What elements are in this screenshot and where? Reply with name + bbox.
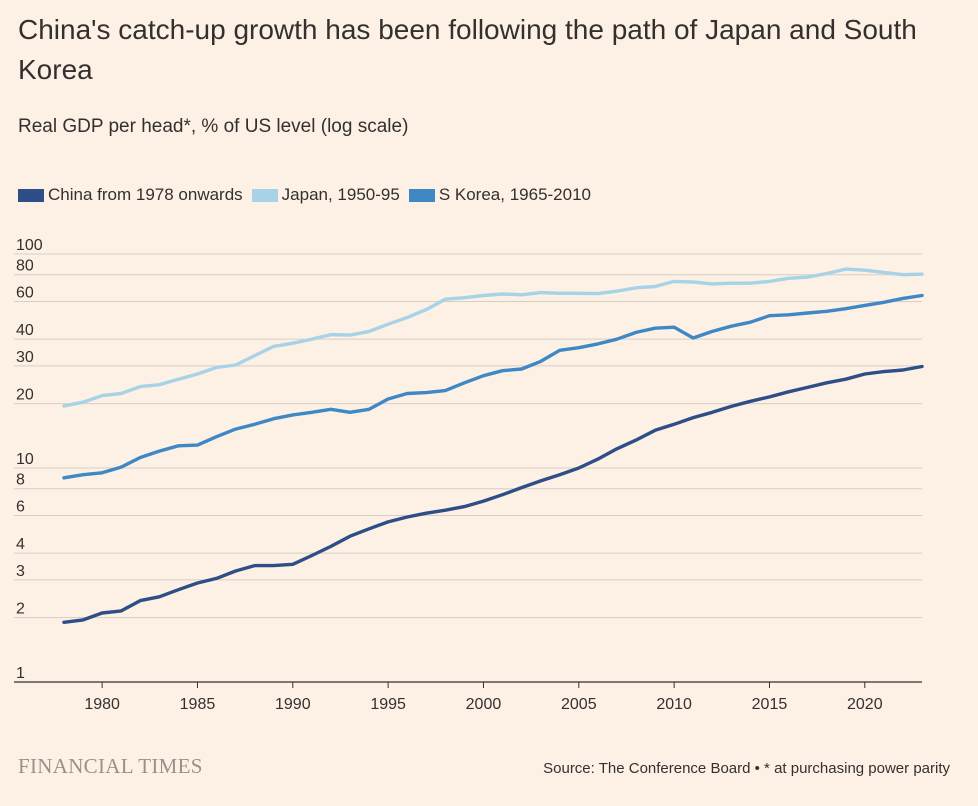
- y-tick-label-40: 40: [16, 322, 34, 339]
- y-tick-label-1: 1: [16, 665, 25, 682]
- x-tick-label-2005: 2005: [561, 696, 597, 713]
- legend-item-korea: S Korea, 1965-2010: [408, 185, 591, 205]
- legend-label-japan: Japan, 1950-95: [281, 185, 400, 204]
- y-tick-label-3: 3: [16, 563, 25, 580]
- chart-subtitle: Real GDP per head*, % of US level (log s…: [18, 116, 409, 137]
- y-tick-label-100: 100: [16, 237, 43, 254]
- x-tick-label-2015: 2015: [752, 696, 788, 713]
- y-axis-ticks: 1 2 3 4 6 8 10 20 30 40 60 80 100: [16, 237, 43, 682]
- legend-label-korea: S Korea, 1965-2010: [438, 185, 591, 204]
- y-tick-label-10: 10: [16, 451, 34, 468]
- source-note: Source: The Conference Board • * at purc…: [543, 760, 950, 777]
- x-tick-label-1980: 1980: [84, 696, 120, 713]
- y-tick-label-4: 4: [16, 536, 25, 553]
- x-axis-ticks: 1980 1985 1990 1995 2000 2005 2010 2015 2020: [84, 682, 883, 713]
- legend-label-china: China from 1978 onwards: [48, 185, 243, 204]
- x-tick-label-2010: 2010: [656, 696, 692, 713]
- y-tick-label-80: 80: [16, 258, 34, 275]
- series-line-china: [62, 364, 924, 624]
- legend-swatch-china: [18, 188, 44, 202]
- x-tick-label-1995: 1995: [370, 696, 406, 713]
- y-tick-label-30: 30: [16, 349, 34, 366]
- line-chart: 1 2 3 4 6 8 10 20 30 40 60 80 100 1980 1985 1990 1995 20…: [14, 237, 924, 713]
- legend-item-japan: Japan, 1950-95: [251, 185, 400, 205]
- series-line-korea: [62, 293, 924, 480]
- series-lines: [62, 267, 924, 624]
- legend-swatch-japan: [251, 188, 278, 202]
- legend: China from 1978 onwards Japan, 1950-95 S…: [18, 183, 600, 207]
- x-tick-label-2020: 2020: [847, 696, 883, 713]
- gridlines: [14, 253, 922, 683]
- brand-logo: FINANCIAL TIMES: [18, 754, 203, 778]
- y-tick-label-20: 20: [16, 387, 34, 404]
- series-line-japan: [62, 267, 924, 408]
- y-tick-label-60: 60: [16, 284, 34, 301]
- x-tick-label-1985: 1985: [180, 696, 216, 713]
- y-tick-label-8: 8: [16, 472, 25, 489]
- legend-swatch-korea: [408, 188, 435, 202]
- y-tick-label-6: 6: [16, 498, 25, 515]
- y-tick-label-2: 2: [16, 601, 25, 618]
- x-tick-label-2000: 2000: [466, 696, 502, 713]
- legend-item-china: China from 1978 onwards: [18, 185, 243, 205]
- x-tick-label-1990: 1990: [275, 696, 311, 713]
- chart-title: China's catch-up growth has been followi…: [18, 14, 917, 85]
